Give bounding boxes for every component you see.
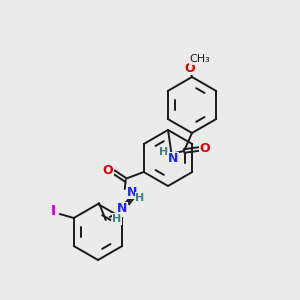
Text: N: N (117, 202, 127, 215)
Text: O: O (200, 142, 210, 155)
Text: O: O (185, 61, 195, 74)
Text: I: I (51, 204, 56, 218)
Text: N: N (127, 185, 137, 199)
Text: H: H (135, 193, 144, 203)
Text: H: H (159, 147, 169, 157)
Text: H: H (112, 214, 122, 224)
Text: N: N (168, 152, 178, 166)
Text: O: O (102, 164, 113, 176)
Text: CH₃: CH₃ (190, 54, 210, 64)
